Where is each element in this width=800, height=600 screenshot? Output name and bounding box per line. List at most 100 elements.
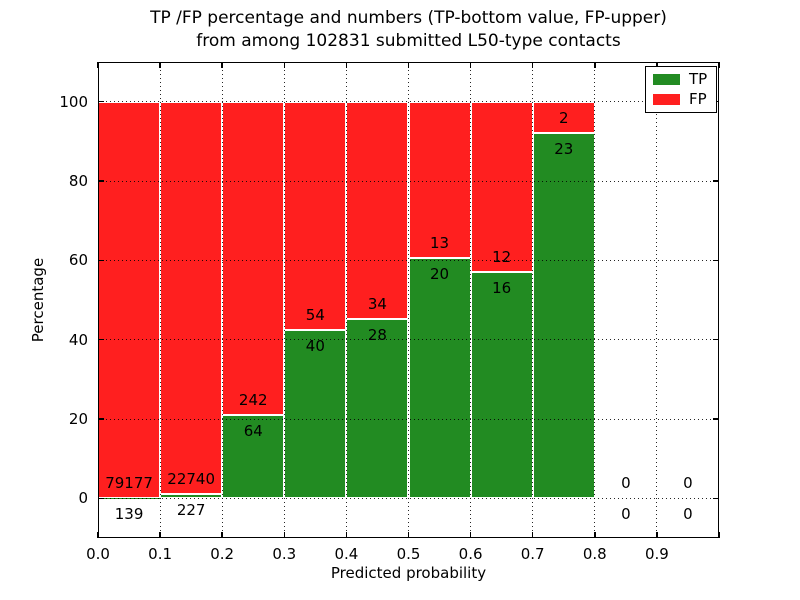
bar-label-fp: 0 — [683, 474, 693, 493]
x-tick-mark — [407, 62, 410, 68]
y-tick-mark — [713, 418, 719, 420]
bar-label-tp: 0 — [621, 505, 631, 524]
x-axis-label: Predicted probability — [330, 564, 487, 582]
bar-label-fp: 54 — [305, 305, 325, 324]
y-tick-mark — [98, 338, 104, 341]
x-tick-mark — [221, 62, 223, 68]
bar-label-tp: 0 — [683, 505, 693, 524]
gridline-vertical — [221, 62, 223, 538]
x-tick-mark — [718, 532, 720, 538]
x-tick-mark — [159, 62, 161, 68]
gridline-vertical — [656, 62, 658, 538]
bar-label-tp: 227 — [176, 501, 206, 520]
y-tick-mark — [713, 180, 719, 182]
legend-item-fp: FP — [653, 89, 709, 108]
y-tick-label: 20 — [68, 410, 88, 428]
x-tick-label: 0.1 — [148, 545, 173, 563]
gridline-vertical — [532, 62, 534, 538]
x-tick-mark — [97, 532, 99, 538]
x-tick-mark — [469, 62, 472, 68]
bar-segment-tp — [346, 319, 409, 499]
bar-segment-fp — [98, 101, 161, 498]
x-tick-mark — [531, 62, 534, 68]
bar-segment-tp — [284, 329, 347, 499]
bar-label-tp: 28 — [367, 326, 387, 345]
chart-title-line2: from among 102831 submitted L50-type con… — [196, 31, 621, 51]
y-tick-mark — [713, 338, 719, 341]
legend-swatch-tp — [653, 74, 680, 86]
x-tick-label: 0.2 — [210, 545, 235, 563]
bar-segment-fp — [408, 101, 471, 258]
bar-segment-tp — [222, 415, 285, 499]
bar-segment-tp — [160, 494, 223, 499]
x-tick-mark — [97, 62, 99, 68]
plot-area: 79177 139 22740 227 242 64 54 40 34 28 13 20 12 16 2 23… — [97, 62, 720, 538]
x-tick-mark — [407, 532, 410, 538]
x-tick-mark — [656, 532, 658, 538]
bar-label-fp: 242 — [238, 391, 268, 410]
x-tick-mark — [283, 532, 286, 538]
bar-label-tp: 16 — [492, 278, 512, 297]
bar-segment-fp — [532, 101, 595, 134]
y-tick-mark — [713, 259, 719, 262]
bar-label-tp: 64 — [243, 422, 263, 441]
y-tick-mark — [98, 418, 104, 420]
x-tick-mark — [221, 532, 223, 538]
bar-label-tp: 20 — [430, 264, 450, 283]
x-tick-label: 0.0 — [86, 545, 110, 563]
x-tick-mark — [656, 62, 658, 68]
gridline-vertical — [408, 62, 409, 538]
gridline-vertical — [594, 62, 596, 538]
x-tick-mark — [594, 532, 596, 538]
bar-label-fp: 12 — [492, 247, 512, 266]
y-tick-label: 60 — [68, 251, 88, 270]
chart-title: TP /FP percentage and numbers (TP-bottom… — [98, 7, 719, 53]
bar-segment-fp — [346, 101, 409, 320]
legend-swatch-fp — [653, 93, 680, 105]
x-tick-mark — [531, 532, 534, 538]
bar-segment-fp — [470, 101, 533, 272]
chart-title-line1: TP /FP percentage and numbers (TP-bottom… — [150, 8, 667, 28]
y-tick-mark — [98, 497, 104, 500]
y-tick-label: 100 — [59, 92, 88, 111]
bar-segment-tp — [532, 133, 595, 499]
x-tick-label: 0.5 — [396, 545, 421, 563]
legend-label-tp: TP — [689, 70, 708, 89]
legend-label-fp: FP — [689, 89, 707, 108]
bar-label-tp: 40 — [305, 336, 325, 355]
x-tick-mark — [345, 532, 348, 538]
y-tick-label: 0 — [78, 489, 88, 508]
bar-segment-tp — [408, 257, 471, 499]
bar-label-fp: 13 — [430, 233, 450, 252]
gridline-vertical — [159, 62, 161, 538]
x-tick-label: 0.8 — [582, 545, 607, 563]
legend-item-tp: TP — [653, 72, 709, 87]
bar-segment-fp — [222, 101, 285, 416]
x-tick-mark — [469, 532, 472, 538]
x-tick-label: 0.3 — [272, 545, 297, 563]
x-tick-label: 0.4 — [334, 545, 359, 563]
y-tick-mark — [98, 180, 104, 182]
y-tick-mark — [713, 497, 719, 500]
legend: TP FP — [645, 66, 717, 113]
bar-label-fp: 79177 — [105, 473, 153, 492]
x-tick-label: 0.6 — [458, 545, 483, 563]
y-axis-label: Percentage — [29, 257, 47, 343]
bar-label-fp: 34 — [367, 295, 387, 314]
bar-label-fp: 0 — [621, 474, 631, 493]
x-tick-label: 0.9 — [644, 545, 669, 563]
bar-segment-tp — [470, 271, 533, 499]
gridline-vertical — [283, 62, 285, 538]
x-tick-mark — [345, 62, 348, 68]
bar-label-tp: 23 — [554, 140, 574, 159]
y-tick-label: 40 — [68, 330, 88, 349]
bar-segment-fp — [160, 101, 223, 495]
y-tick-mark — [98, 100, 104, 103]
x-tick-mark — [159, 532, 161, 538]
bar-segment-fp — [284, 101, 347, 330]
y-tick-label: 80 — [68, 172, 88, 190]
gridline-vertical — [470, 62, 472, 538]
bar-label-fp: 2 — [558, 109, 569, 128]
x-tick-mark — [718, 62, 720, 68]
